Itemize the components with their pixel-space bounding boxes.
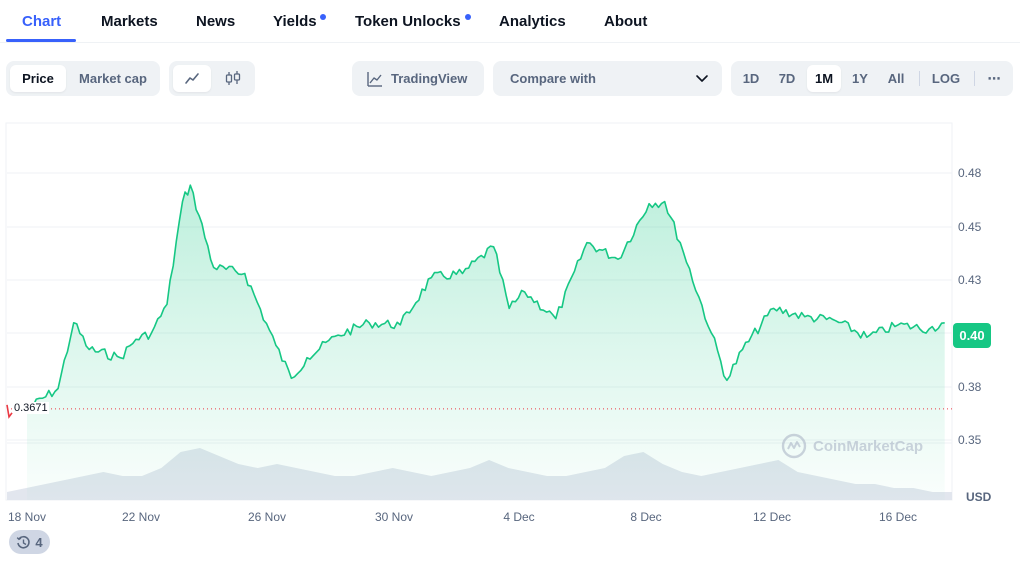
tab-about[interactable]: About	[604, 13, 648, 30]
candlestick-icon	[225, 71, 241, 85]
tradingview-icon	[367, 72, 382, 87]
history-icon	[17, 535, 31, 549]
price-line	[26, 184, 945, 410]
tradingview-button[interactable]: TradingView	[352, 61, 484, 96]
y-tick-label: 0.48	[958, 166, 982, 180]
more-separator	[974, 71, 975, 86]
x-tick-label: 12 Dec	[753, 510, 791, 524]
range-1y-button[interactable]: 1Y	[852, 71, 868, 86]
active-tab-underline	[6, 39, 76, 42]
start-price-marker	[6, 404, 13, 419]
range-1d-button[interactable]: 1D	[742, 71, 760, 86]
metric-toggle: Price Market cap	[6, 61, 160, 96]
chart-type-toggle	[169, 61, 255, 96]
y-tick-label: 0.45	[958, 220, 982, 234]
current-price-badge: 0.40	[953, 323, 991, 348]
tradingview-label: TradingView	[391, 71, 468, 86]
currency-label: USD	[966, 490, 992, 504]
candlestick-button[interactable]	[214, 65, 252, 92]
token-unlocks-new-dot	[465, 14, 471, 20]
history-badge[interactable]: 4	[9, 530, 50, 554]
x-tick-label: 4 Dec	[503, 510, 534, 524]
market-cap-button[interactable]: Market cap	[79, 71, 147, 86]
price-button[interactable]: Price	[10, 65, 66, 92]
y-tick-label: 0.43	[958, 273, 982, 287]
price-chart[interactable]: 0.48 0.45 0.43 0.40 0.38 0.35 18 Nov 22 Nov 26 …	[0, 115, 1020, 570]
y-tick-label: 0.35	[958, 433, 982, 447]
tab-markets[interactable]: Markets	[101, 13, 158, 30]
x-tick-label: 22 Nov	[122, 510, 160, 524]
history-count: 4	[35, 534, 43, 550]
yields-new-dot	[320, 14, 326, 20]
tab-news[interactable]: News	[196, 13, 236, 30]
range-all-button[interactable]: All	[887, 71, 905, 86]
x-tick-label: 8 Dec	[630, 510, 661, 524]
coinmarketcap-logo-icon	[781, 433, 807, 459]
range-1m-button[interactable]: 1M	[807, 65, 841, 92]
x-tick-label: 26 Nov	[248, 510, 286, 524]
x-tick-label: 16 Dec	[879, 510, 917, 524]
tab-analytics[interactable]: Analytics	[499, 13, 566, 30]
tab-chart[interactable]: Chart	[22, 13, 62, 30]
start-price-label: 0.3671	[13, 402, 49, 414]
y-tick-label: 0.38	[958, 380, 982, 394]
compare-with-label: Compare with	[510, 71, 596, 86]
range-7d-button[interactable]: 7D	[778, 71, 796, 86]
price-area-fill	[27, 185, 945, 500]
x-tick-label: 18 Nov	[8, 510, 46, 524]
chevron-down-icon	[696, 75, 708, 82]
line-chart-button[interactable]	[173, 65, 211, 92]
x-tick-label: 30 Nov	[375, 510, 413, 524]
more-options-button[interactable]: ⋯	[987, 71, 1001, 86]
compare-with-dropdown[interactable]: Compare with	[493, 61, 722, 96]
tab-yields[interactable]: Yields	[273, 13, 317, 30]
tab-token-unlocks[interactable]: Token Unlocks	[355, 13, 461, 30]
line-chart-icon	[185, 73, 199, 84]
range-separator	[919, 71, 920, 86]
top-tab-bar: Chart Markets News Yields Token Unlocks …	[0, 0, 1020, 43]
watermark-text: CoinMarketCap	[813, 437, 924, 455]
range-selector: 1D 7D 1M 1Y All LOG ⋯	[731, 61, 1013, 96]
watermark: CoinMarketCap	[781, 433, 923, 459]
log-scale-button[interactable]: LOG	[931, 71, 961, 86]
